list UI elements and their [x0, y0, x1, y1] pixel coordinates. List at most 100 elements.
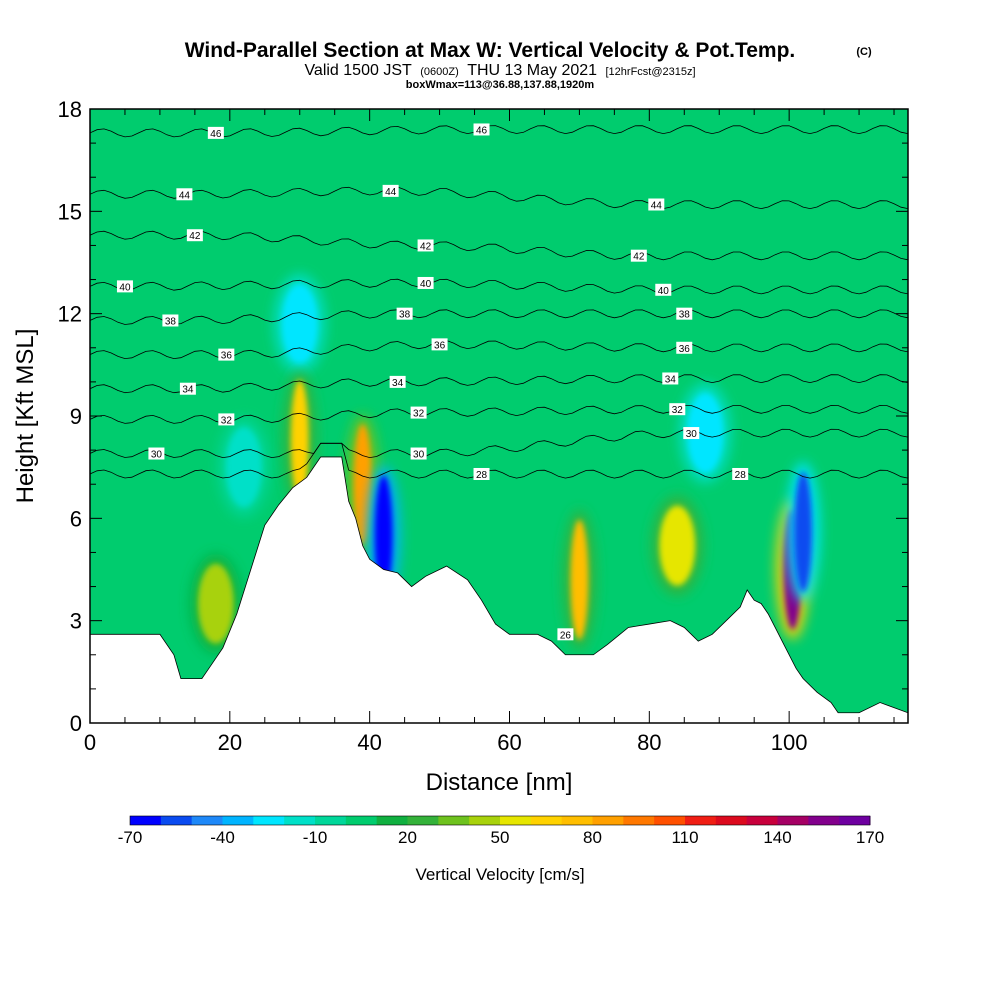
theta-label-box: [179, 382, 196, 395]
colorbar-swatch: [500, 816, 532, 825]
theta-label-text: 26: [560, 630, 572, 641]
theta-contour-label: 34: [662, 372, 679, 385]
theta-contour-line: [90, 125, 908, 138]
theta-label-text: 40: [119, 282, 131, 293]
colorbar-swatch: [746, 816, 778, 825]
colorbar-tick-label: 110: [671, 828, 698, 847]
theta-label-box: [630, 249, 647, 262]
y-tick-label: 12: [58, 302, 82, 327]
theta-contour-label: 38: [676, 307, 693, 321]
theta-label-text: 30: [151, 450, 163, 461]
chart-title-block: Wind-Parallel Section at Max W: Vertical…: [185, 39, 872, 91]
colorbar-frame: [129, 815, 871, 826]
theta-label-text: 40: [658, 286, 670, 297]
x-tick-label: 20: [218, 730, 242, 755]
theta-label-box: [648, 198, 665, 211]
theta-label-box: [732, 467, 749, 480]
colorbar-swatch: [808, 816, 840, 825]
theta-contour-label: 30: [683, 427, 700, 440]
colorbar-swatch: [685, 816, 717, 825]
x-axis: 0 20 40 60 80 100: [84, 109, 895, 755]
theta-label-box: [676, 341, 693, 354]
theta-label-text: 44: [179, 190, 191, 201]
theta-label-box: [669, 403, 686, 416]
theta-label-text: 30: [686, 429, 698, 440]
y-tick-label: 0: [70, 711, 82, 736]
y-tick-label: 9: [70, 404, 82, 429]
theta-contour-label: 44: [176, 188, 193, 201]
theta-contour-label: 30: [148, 447, 165, 461]
colorbar-swatch: [191, 816, 223, 825]
colorbar-swatch: [284, 816, 316, 825]
colorbar-tick-label: 50: [491, 828, 510, 847]
theta-contour-label: 36: [218, 348, 235, 362]
colorbar-swatch: [715, 816, 748, 825]
theta-label-box: [162, 314, 179, 327]
colorbar-tick-label: 170: [856, 828, 884, 847]
colorbar-swatch: [438, 816, 470, 825]
colorbar-tick-label: 140: [763, 828, 791, 847]
x-tick-label: 0: [84, 730, 96, 755]
copyright-mark: (C): [856, 46, 872, 58]
theta-label-text: 30: [413, 450, 425, 461]
velocity-feature: [197, 563, 234, 644]
colorbar-swatch: [407, 816, 439, 825]
colorbar-swatch: [777, 816, 809, 825]
theta-label-box: [218, 413, 235, 426]
theta-label-box: [186, 229, 203, 242]
colorbar-swatch: [253, 816, 285, 825]
theta-contour-label: 34: [179, 382, 196, 396]
colorbar: -70 -40 -10 20 50 80 110 140 170: [118, 815, 884, 847]
theta-label-box: [417, 239, 434, 252]
theta-contour-label: 36: [676, 341, 693, 355]
theta-label-text: 38: [399, 310, 411, 321]
theta-label-text: 44: [651, 201, 663, 212]
theta-label-text: 32: [672, 405, 684, 416]
theta-label-text: 42: [420, 241, 432, 252]
theta-label-text: 36: [221, 351, 233, 362]
colorbar-swatch: [623, 816, 655, 825]
theta-contour-line: [90, 442, 908, 479]
colorbar-swatch: [222, 816, 254, 825]
colorbar-swatch: [160, 816, 193, 825]
box-info: boxWmax=113@36.88,137.88,1920m: [406, 79, 595, 91]
colorbar-tick-label: -10: [303, 828, 328, 847]
chart-title: Wind-Parallel Section at Max W: Vertical…: [185, 39, 796, 62]
x-tick-label: 100: [771, 730, 808, 755]
theta-label-text: 44: [385, 187, 397, 198]
theta-label-text: 28: [735, 470, 747, 481]
colorbar-tick-label: 80: [583, 828, 602, 847]
theta-contour-line: [90, 374, 908, 394]
theta-label-box: [410, 406, 427, 419]
theta-label-box: [683, 427, 700, 440]
x-tick-label: 40: [357, 730, 381, 755]
colorbar-tick-label: -40: [210, 828, 235, 847]
theta-label-box: [431, 338, 448, 351]
colorbar-swatch: [561, 816, 593, 825]
valid-time-line: Valid 1500 JST (0600Z) THU 13 May 2021 […: [304, 62, 695, 79]
theta-label-box: [417, 276, 434, 289]
theta-contour-line: [90, 186, 908, 210]
y-tick-label: 3: [70, 609, 82, 634]
theta-label-box: [655, 283, 672, 296]
colorbar-tick-label: -70: [118, 828, 143, 847]
theta-label-text: 40: [420, 279, 432, 290]
colorbar-swatch: [469, 816, 501, 825]
theta-contour-line: [90, 278, 908, 295]
theta-contour-label: 46: [473, 123, 490, 136]
theta-contour-label: 40: [116, 280, 133, 293]
theta-label-text: 32: [221, 415, 233, 426]
theta-contour-line: [90, 428, 908, 459]
colorbar-swatch: [345, 816, 378, 825]
colorbar-swatch: [530, 816, 563, 825]
y-axis-label: Height [Kft MSL]: [12, 329, 39, 504]
theta-contour-label: 40: [417, 276, 434, 290]
valid-utc: (0600Z): [420, 66, 459, 78]
theta-contour-label: 34: [389, 375, 406, 389]
theta-label-box: [176, 188, 193, 201]
velocity-feature: [281, 283, 318, 364]
theta-label-text: 36: [434, 340, 446, 351]
velocity-feature: [374, 475, 393, 596]
